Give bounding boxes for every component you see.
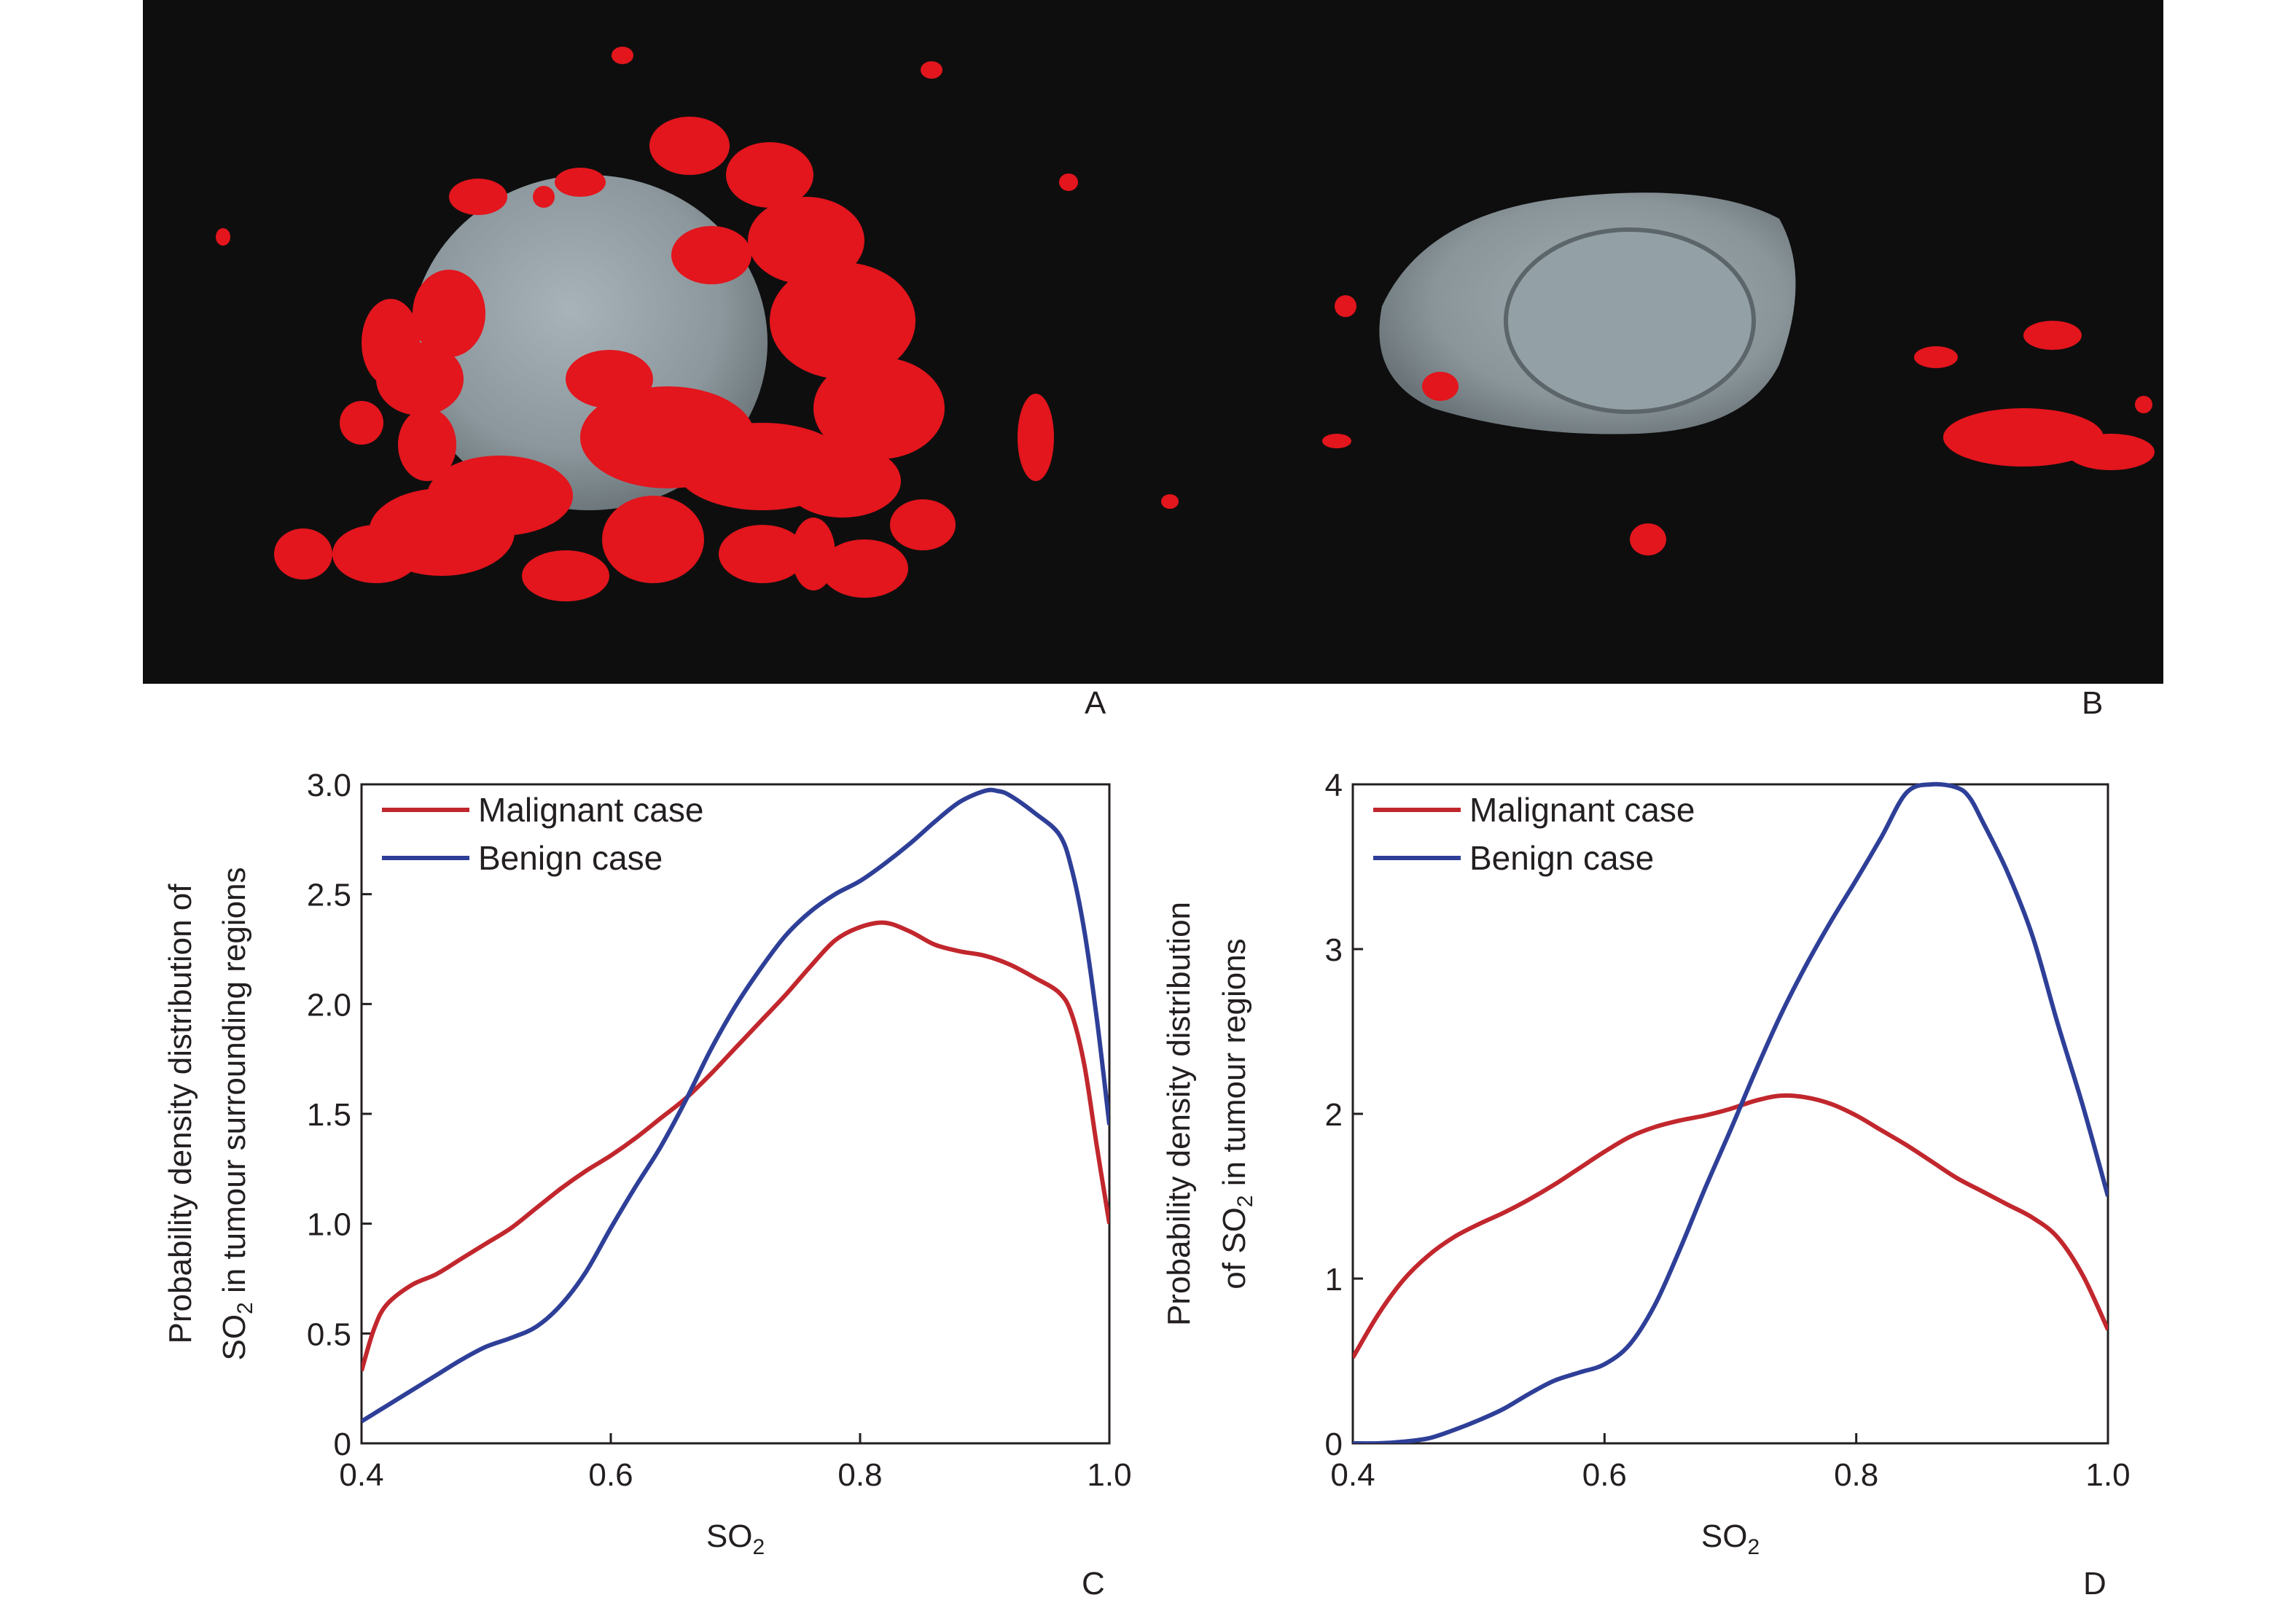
legend-benign-label: Benign case — [478, 839, 663, 877]
x-tick-label: 0.4 — [1330, 1457, 1375, 1493]
x-axis-title: SO2 — [1701, 1518, 1760, 1559]
malignant-series-line — [1353, 1093, 2108, 1359]
y-axis-title-line2: of SO2 in tumour regions — [1217, 938, 1257, 1289]
panel-label-b: B — [2082, 685, 2104, 721]
y-tick-label: 0 — [334, 1427, 351, 1462]
y-tick-label: 0.5 — [307, 1316, 351, 1352]
y-tick-label: 2.5 — [307, 878, 351, 913]
y-tick-label: 4 — [1325, 768, 1343, 803]
y-axis-title-rest: in tumour surrounding regions — [216, 867, 252, 1302]
y-tick-label: 2 — [1325, 1097, 1343, 1133]
y-axis-title-line1: Probability density distribution — [1161, 902, 1197, 1326]
y-tick-label: 1 — [1325, 1262, 1343, 1298]
chart-c-group: 0.4 0.6 0.8 1.0 0 0.5 1.0 1.5 2.0 2.5 3.0 SO2 Probab… — [163, 768, 1132, 1559]
legend-malignant-label: Malignant case — [1469, 791, 1695, 829]
y-axis-title-subscript: 2 — [233, 1302, 257, 1314]
x-tick-label: 1.0 — [2085, 1457, 2130, 1493]
x-axis-title: SO2 — [706, 1518, 765, 1559]
panel-label-c: C — [1082, 1566, 1105, 1602]
vessels-a — [216, 47, 1078, 601]
panel-label-d: D — [2083, 1566, 2106, 1602]
y-tick-label: 1.5 — [307, 1097, 351, 1133]
legend-benign-label: Benign case — [1469, 839, 1654, 877]
x-tick-label: 0.8 — [837, 1457, 882, 1493]
y-tick-label: 3 — [1325, 932, 1343, 968]
panel-label-a: A — [1085, 685, 1106, 721]
tumour-b — [1379, 192, 1796, 434]
x-tick-label: 0.4 — [339, 1457, 383, 1493]
x-tick-label: 0.6 — [1582, 1457, 1627, 1493]
x-axis-title-subscript: 2 — [752, 1535, 765, 1559]
y-axis-title-line2: SO2 in tumour surrounding regions — [216, 867, 257, 1360]
benign-series-line — [362, 787, 1109, 1424]
y-tick-label: 0 — [1325, 1427, 1343, 1462]
3d-render-panel — [143, 0, 2163, 684]
y-axis-title-line1: Probability density distribution of — [163, 883, 198, 1344]
chart-d-group: 0.4 0.6 0.8 1.0 0 1 2 3 4 SO2 Probability density … — [1161, 768, 2131, 1559]
vessels-b — [1161, 295, 2155, 555]
3d-render-image — [216, 47, 2155, 601]
x-tick-label: 0.6 — [588, 1457, 633, 1493]
benign-series-line — [1353, 781, 2108, 1443]
x-axis-title-subscript: 2 — [1747, 1535, 1760, 1559]
plot-frame — [1351, 783, 2109, 1445]
malignant-series-line — [362, 920, 1109, 1372]
x-tick-label: 1.0 — [1087, 1457, 1131, 1493]
y-axis-title-rest: in tumour regions — [1217, 938, 1252, 1195]
x-tick-label: 0.8 — [1834, 1457, 1878, 1493]
legend-malignant-label: Malignant case — [478, 791, 703, 829]
y-tick-label: 2.0 — [307, 987, 351, 1023]
y-tick-label: 1.0 — [307, 1207, 351, 1243]
plot-frame — [360, 783, 1111, 1445]
y-axis-title-subscript: 2 — [1233, 1195, 1257, 1207]
y-tick-label: 3.0 — [307, 768, 351, 803]
